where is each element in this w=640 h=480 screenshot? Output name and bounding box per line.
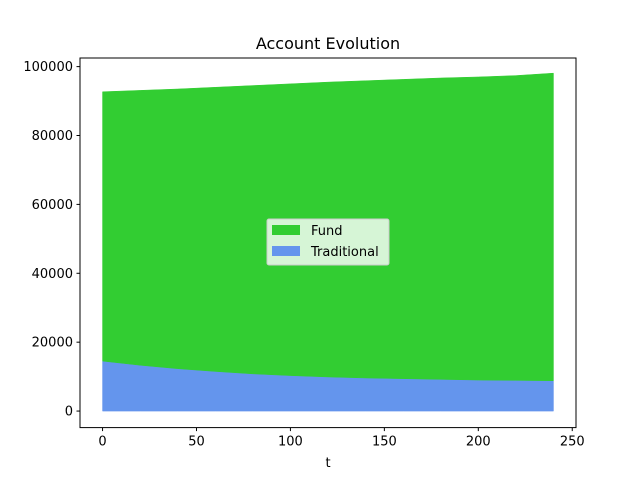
x-tick-label: 0: [98, 435, 106, 450]
legend-swatch-fund: [272, 225, 300, 235]
y-axis: 0 20000 40000 60000 80000 100000: [23, 60, 80, 420]
chart-title: Account Evolution: [256, 34, 400, 53]
legend: Fund Traditional: [266, 218, 390, 266]
x-tick-label: 100: [278, 435, 303, 450]
plot-frame: [79, 57, 577, 429]
x-tick-label: 50: [188, 435, 205, 450]
legend-label-traditional: Traditional: [310, 245, 379, 260]
y-tick-label: 40000: [32, 267, 73, 282]
y-tick-label: 20000: [32, 336, 73, 351]
legend-swatch-traditional: [272, 246, 300, 256]
x-axis-label: t: [325, 456, 330, 471]
y-tick-label: 0: [65, 405, 73, 420]
y-tick-label: 60000: [32, 198, 73, 213]
y-tick-label: 80000: [32, 129, 73, 144]
x-tick-label: 150: [372, 435, 397, 450]
x-axis: 0 50 100 150 200 250: [98, 427, 585, 450]
x-tick-label: 250: [560, 435, 585, 450]
legend-label-fund: Fund: [311, 224, 343, 239]
x-tick-label: 200: [466, 435, 491, 450]
y-tick-label: 100000: [23, 60, 73, 75]
